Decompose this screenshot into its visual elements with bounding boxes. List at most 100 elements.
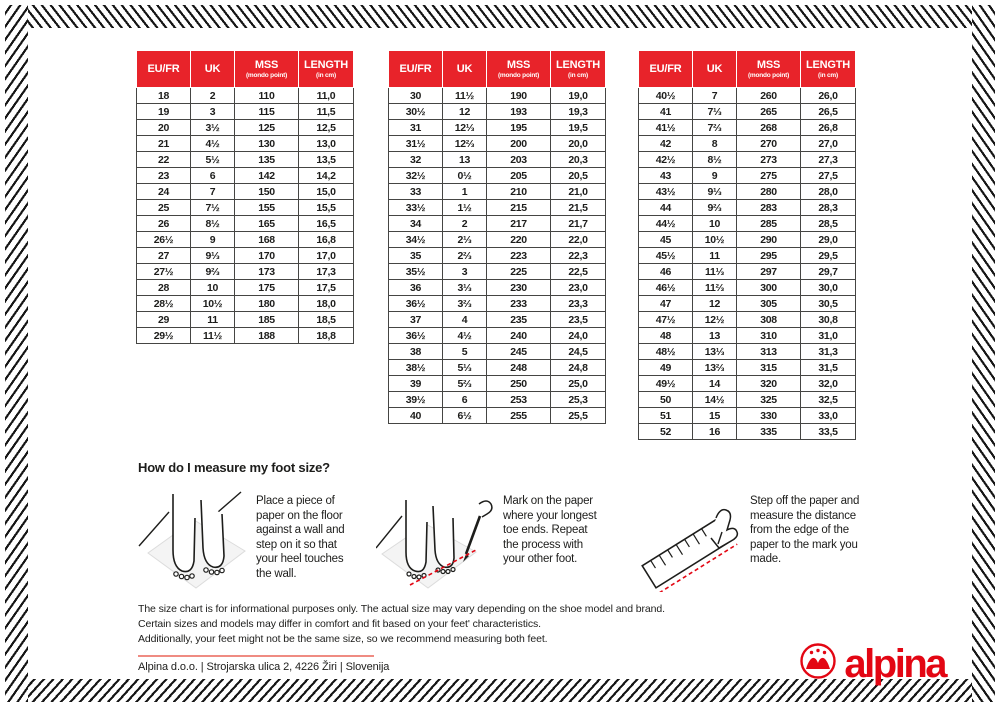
- size-cell: 3½: [190, 119, 235, 136]
- table-row: 43 9 275 27,5: [638, 167, 856, 184]
- size-cell: 3: [442, 263, 487, 280]
- size-cell: 30: [388, 87, 443, 104]
- column-header-eufr: EU/FR: [136, 50, 191, 88]
- table-row: 37 4 235 23,5: [388, 311, 606, 328]
- table-row: 44 9⅔ 283 28,3: [638, 199, 856, 216]
- size-cell: 260: [736, 87, 801, 104]
- table-row: 45 10½ 290 29,0: [638, 231, 856, 248]
- size-cell: 11: [692, 247, 737, 264]
- size-cell: 240: [486, 327, 551, 344]
- size-cell: 32: [388, 151, 443, 168]
- size-cell: 30,8: [800, 311, 856, 328]
- size-cell: 220: [486, 231, 551, 248]
- size-cell: 18,8: [298, 327, 354, 344]
- column-header-length: LENGTH (in cm): [298, 50, 354, 88]
- size-cell: 32,5: [800, 391, 856, 408]
- size-cell: 42: [638, 135, 693, 152]
- size-cell: 42½: [638, 151, 693, 168]
- size-cell: 185: [234, 311, 299, 328]
- table-row: 41 7⅓ 265 26,5: [638, 103, 856, 120]
- size-cell: 27: [136, 247, 191, 264]
- size-cell: 24: [136, 183, 191, 200]
- table-row: 40 6½ 255 25,5: [388, 407, 606, 424]
- size-cell: 283: [736, 199, 801, 216]
- table-row: 46 11⅓ 297 29,7: [638, 263, 856, 280]
- size-cell: 6: [442, 391, 487, 408]
- size-cell: 19,0: [550, 87, 606, 104]
- size-cell: 9⅔: [692, 199, 737, 216]
- table-row: 52 16 335 33,5: [638, 423, 856, 440]
- size-cell: 253: [486, 391, 551, 408]
- column-header-uk: UK: [190, 50, 235, 88]
- size-cell: 200: [486, 135, 551, 152]
- table-row: 34 2 217 21,7: [388, 215, 606, 232]
- table-row: 45½ 11 295 29,5: [638, 247, 856, 264]
- table-row: 42½ 8½ 273 27,3: [638, 151, 856, 168]
- table-row: 28 10 175 17,5: [136, 279, 354, 296]
- size-cell: 18,0: [298, 295, 354, 312]
- table-row: 30 11½ 190 19,0: [388, 87, 606, 104]
- size-cell: 26,0: [800, 87, 856, 104]
- size-cell: 21,7: [550, 215, 606, 232]
- size-cell: 36½: [388, 295, 443, 312]
- table-row: 36½ 3⅔ 233 23,3: [388, 295, 606, 312]
- disclaimer-line: The size chart is for informational purp…: [138, 603, 665, 615]
- table-row: 44½ 10 285 28,5: [638, 215, 856, 232]
- size-cell: 1: [442, 183, 487, 200]
- size-cell: 22,3: [550, 247, 606, 264]
- measure-step-text: Step off the paper and measure the dista…: [750, 495, 860, 566]
- size-cell: 35½: [388, 263, 443, 280]
- size-cell: 297: [736, 263, 801, 280]
- size-cell: 270: [736, 135, 801, 152]
- size-cell: 142: [234, 167, 299, 184]
- table-row: 32½ 0½ 205 20,5: [388, 167, 606, 184]
- size-cell: 12: [442, 103, 487, 120]
- size-cell: 49½: [638, 375, 693, 392]
- decorative-border-bottom: [5, 679, 995, 702]
- size-cell: 40: [388, 407, 443, 424]
- table-row: 21 4½ 130 13,0: [136, 135, 354, 152]
- size-cell: 190: [486, 87, 551, 104]
- size-cell: 13⅓: [692, 343, 737, 360]
- table-row: 42 8 270 27,0: [638, 135, 856, 152]
- size-cell: 110: [234, 87, 299, 104]
- size-cell: 19,3: [550, 103, 606, 120]
- table-row: 23 6 142 14,2: [136, 167, 354, 184]
- size-cell: 217: [486, 215, 551, 232]
- size-cell: 43½: [638, 183, 693, 200]
- size-cell: 268: [736, 119, 801, 136]
- table-row: 25 7½ 155 15,5: [136, 199, 354, 216]
- size-cell: 14,2: [298, 167, 354, 184]
- table-row: 34½ 2⅓ 220 22,0: [388, 231, 606, 248]
- size-cell: 13: [442, 151, 487, 168]
- measure-with-ruler-illustration: [638, 492, 748, 597]
- column-header-mss: MSS (mondo point): [486, 50, 551, 88]
- size-cell: 285: [736, 215, 801, 232]
- table-row: 47½ 12½ 308 30,8: [638, 311, 856, 328]
- size-cell: 35: [388, 247, 443, 264]
- size-cell: 10: [190, 279, 235, 296]
- size-cell: 18,5: [298, 311, 354, 328]
- size-cell: 0½: [442, 167, 487, 184]
- size-cell: 46½: [638, 279, 693, 296]
- size-cell: 31,0: [800, 327, 856, 344]
- size-cell: 175: [234, 279, 299, 296]
- table-row: 39 5⅔ 250 25,0: [388, 375, 606, 392]
- table-row: 28½ 10½ 180 18,0: [136, 295, 354, 312]
- table-row: 32 13 203 20,3: [388, 151, 606, 168]
- column-header-mss: MSS (mondo point): [234, 50, 299, 88]
- size-cell: 15,0: [298, 183, 354, 200]
- size-cell: 33,0: [800, 407, 856, 424]
- table-row: 39½ 6 253 25,3: [388, 391, 606, 408]
- size-cell: 23,5: [550, 311, 606, 328]
- size-cell: 24,8: [550, 359, 606, 376]
- size-cell: 11½: [190, 327, 235, 344]
- size-cell: 9⅓: [692, 183, 737, 200]
- size-cell: 10½: [190, 295, 235, 312]
- size-cell: 305: [736, 295, 801, 312]
- measure-section-title: How do I measure my foot size?: [138, 460, 330, 475]
- feet-on-paper-illustration: [138, 490, 250, 597]
- size-cell: 9: [190, 231, 235, 248]
- size-cell: 7½: [190, 199, 235, 216]
